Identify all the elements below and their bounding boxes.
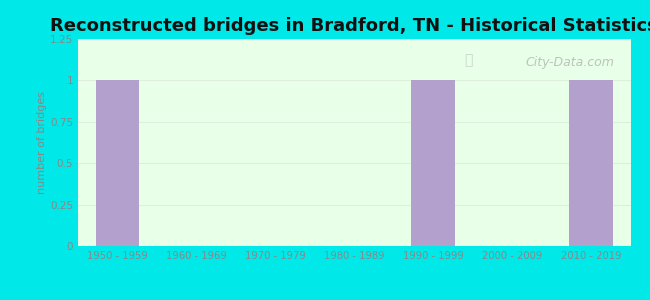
Title: Reconstructed bridges in Bradford, TN - Historical Statistics: Reconstructed bridges in Bradford, TN - … [51, 17, 650, 35]
Bar [411, 80, 455, 246]
Text: Ⓠ: Ⓠ [465, 53, 473, 68]
Y-axis label: number of bridges: number of bridges [37, 91, 47, 194]
Bar [96, 80, 139, 246]
Text: City-Data.com: City-Data.com [525, 56, 614, 69]
Bar [569, 80, 613, 246]
